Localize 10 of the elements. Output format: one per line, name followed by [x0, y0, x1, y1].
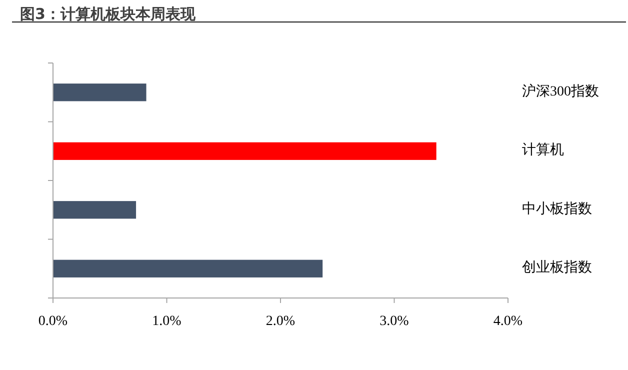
- x-tick-label: 4.0%: [493, 314, 523, 329]
- x-tick-label: 3.0%: [380, 314, 410, 329]
- y-tick-label: 沪深300指数: [522, 83, 599, 100]
- chart-title: 图3：计算机板块本周表现: [20, 5, 196, 23]
- x-tick-label: 0.0%: [38, 314, 68, 329]
- x-tick-label: 2.0%: [266, 314, 296, 329]
- y-tick-label: 中小板指数: [522, 200, 592, 217]
- x-tick-label: 1.0%: [152, 314, 182, 329]
- y-tick-label: 计算机: [522, 142, 564, 158]
- y-tick-label: 创业板指数: [522, 260, 592, 276]
